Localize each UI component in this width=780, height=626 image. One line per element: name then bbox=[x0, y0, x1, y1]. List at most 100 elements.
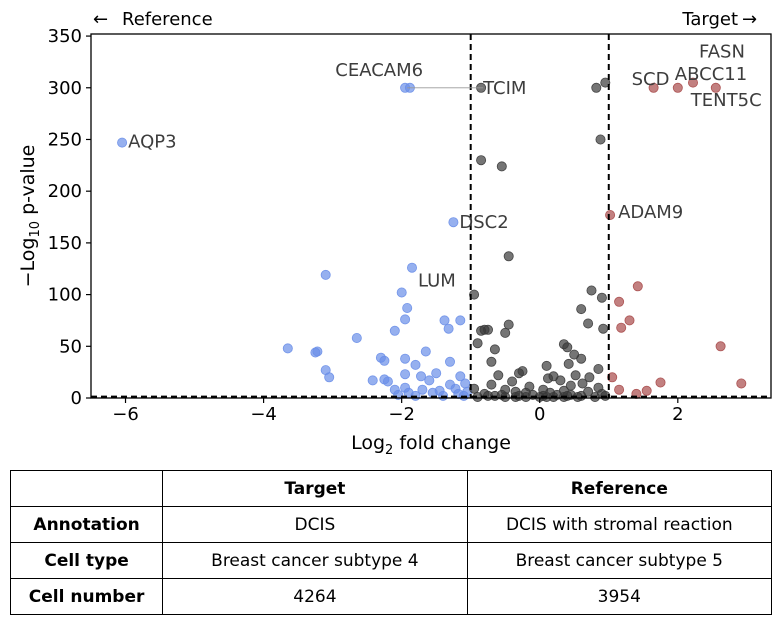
data-point-down bbox=[400, 369, 411, 380]
data-point-down bbox=[415, 371, 426, 382]
data-point-down bbox=[367, 375, 378, 386]
data-point-up bbox=[672, 82, 683, 93]
data-point-down bbox=[310, 347, 321, 358]
x-axis-label: Log2 fold change bbox=[351, 432, 511, 458]
data-point-down bbox=[460, 378, 471, 389]
gene-label: DSC2 bbox=[459, 212, 508, 233]
threshold-lines bbox=[91, 34, 771, 398]
data-point-ns bbox=[586, 285, 597, 296]
y-tick-label: 100 bbox=[48, 285, 82, 306]
data-point-down bbox=[410, 359, 421, 370]
data-point-ns bbox=[507, 376, 518, 387]
data-point-down bbox=[379, 355, 390, 366]
data-point-down bbox=[420, 346, 431, 357]
gene-label: CEACAM6 bbox=[335, 60, 423, 81]
y-axis-label: −Log10 p-value bbox=[17, 145, 43, 288]
data-point-down bbox=[389, 325, 400, 336]
x-tick-label: 2 bbox=[672, 404, 683, 425]
data-point-down bbox=[320, 269, 331, 280]
data-point-up bbox=[616, 322, 627, 333]
direction-left-label: Reference bbox=[122, 9, 213, 30]
data-point-down bbox=[424, 375, 435, 386]
data-point-down bbox=[417, 384, 428, 395]
data-point-up bbox=[736, 378, 747, 389]
table-row-label: Annotation bbox=[9, 506, 164, 543]
data-point-ns bbox=[543, 373, 554, 384]
points-layer bbox=[117, 77, 747, 402]
y-tick-label: 200 bbox=[48, 181, 82, 202]
y-tick-label: 350 bbox=[48, 26, 82, 47]
data-point-ns bbox=[476, 155, 487, 166]
data-point-ns bbox=[576, 353, 587, 364]
data-point-ns bbox=[469, 383, 480, 394]
gene-label: AQP3 bbox=[128, 132, 176, 153]
data-point-ns bbox=[493, 370, 504, 381]
data-point-down bbox=[396, 287, 407, 298]
y-tick-label: 250 bbox=[48, 129, 82, 150]
table-row-label: Cell type bbox=[9, 542, 164, 579]
data-point-down bbox=[282, 343, 293, 354]
plot-frame bbox=[90, 33, 772, 399]
axis-ticks: −6 −4 −2 0 2 0 50 100 150 200 250 300 350 bbox=[48, 26, 684, 425]
data-point-down bbox=[351, 332, 362, 343]
y-tick-label: 50 bbox=[59, 336, 82, 357]
data-point-down bbox=[324, 372, 335, 383]
y-tick-label: 150 bbox=[48, 233, 82, 254]
data-point-up bbox=[688, 77, 699, 88]
data-point-ns bbox=[598, 323, 609, 334]
table-row: Cell number 4264 3954 bbox=[9, 578, 773, 615]
table-cell: 4264 bbox=[162, 578, 468, 615]
gene-label: FASN bbox=[699, 42, 745, 63]
data-point-ns bbox=[476, 325, 487, 336]
y-tick-label: 0 bbox=[71, 388, 82, 409]
gene-label: LUM bbox=[418, 271, 456, 292]
direction-left-arrow: ← bbox=[93, 9, 108, 30]
data-point-ns bbox=[489, 344, 500, 355]
data-point-ns bbox=[496, 161, 507, 172]
gene-label: TENT5C bbox=[690, 90, 762, 111]
data-point-ns bbox=[593, 363, 604, 374]
table-cell: Breast cancer subtype 4 bbox=[162, 542, 468, 579]
data-point-ns bbox=[583, 318, 594, 329]
table-header-row: Target Reference bbox=[9, 470, 773, 507]
direction-right-arrow: → bbox=[742, 9, 757, 30]
data-point-ns bbox=[596, 292, 607, 303]
x-tick-label: 0 bbox=[534, 404, 545, 425]
table-header-cell: Reference bbox=[466, 470, 773, 507]
table-cell: Breast cancer subtype 5 bbox=[466, 542, 773, 579]
data-point-down bbox=[431, 368, 442, 379]
data-point-ns bbox=[472, 338, 483, 349]
data-point-ns bbox=[486, 356, 497, 367]
data-point-ns bbox=[584, 372, 595, 383]
comparison-table: Target Reference Annotation DCIS DCIS wi… bbox=[9, 470, 773, 615]
data-point-up bbox=[648, 82, 659, 93]
x-tick-label: −4 bbox=[250, 404, 277, 425]
x-tick-label: −6 bbox=[112, 404, 139, 425]
data-point-ns bbox=[469, 289, 480, 300]
data-point-down bbox=[406, 262, 417, 273]
direction-right-label: Target bbox=[681, 9, 738, 30]
data-point-down bbox=[382, 376, 393, 387]
data-point-ns bbox=[600, 77, 611, 88]
data-point-up bbox=[655, 377, 666, 388]
data-point-down bbox=[439, 315, 450, 326]
data-point-ns bbox=[500, 327, 511, 338]
data-point-ns bbox=[563, 358, 574, 369]
gene-label: ADAM9 bbox=[618, 202, 683, 223]
gene-label: ABCC11 bbox=[675, 64, 747, 85]
data-point-up bbox=[605, 209, 616, 220]
data-point-up bbox=[614, 384, 625, 395]
data-point-up bbox=[614, 296, 625, 307]
data-point-up bbox=[641, 385, 652, 396]
data-point-ns bbox=[577, 378, 588, 389]
x-tick-label: −2 bbox=[388, 404, 415, 425]
data-point-ns bbox=[595, 134, 606, 145]
data-point-down bbox=[455, 371, 466, 382]
data-point-down bbox=[402, 302, 413, 313]
gene-label: TCIM bbox=[482, 78, 526, 99]
table-header-cell: Target bbox=[162, 470, 468, 507]
data-point-up bbox=[710, 82, 721, 93]
data-point-down bbox=[117, 137, 128, 148]
